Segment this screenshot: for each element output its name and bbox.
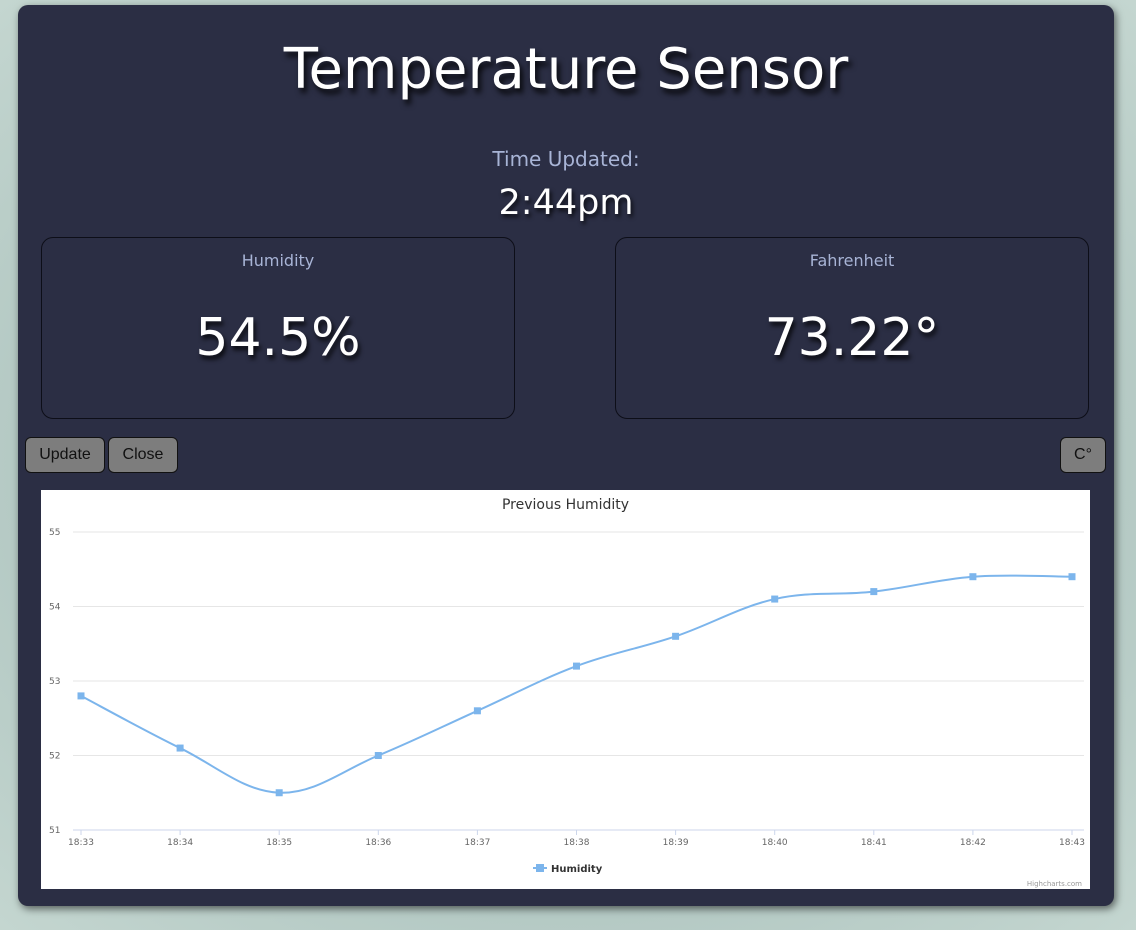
humidity-data-point[interactable] bbox=[77, 692, 85, 700]
time-updated-label: Time Updated: bbox=[492, 147, 640, 171]
humidity-data-point[interactable] bbox=[771, 595, 779, 603]
fahrenheit-value: 73.22° bbox=[764, 308, 940, 368]
fahrenheit-card: Fahrenheit 73.22° bbox=[615, 237, 1089, 419]
sensor-panel: Temperature Sensor Time Updated: 2:44pm … bbox=[18, 5, 1114, 906]
x-tick-label: 18:42 bbox=[960, 838, 986, 848]
x-tick-label: 18:33 bbox=[68, 838, 94, 848]
x-tick-label: 18:35 bbox=[266, 838, 292, 848]
humidity-data-point[interactable] bbox=[672, 632, 680, 640]
page-title: Temperature Sensor bbox=[283, 37, 849, 102]
y-tick-label: 53 bbox=[49, 677, 60, 687]
x-tick-label: 18:34 bbox=[167, 838, 193, 848]
humidity-data-point[interactable] bbox=[573, 662, 580, 670]
x-tick-label: 18:38 bbox=[564, 838, 590, 848]
chart-title: Previous Humidity bbox=[502, 497, 629, 513]
x-tick-label: 18:36 bbox=[365, 838, 391, 848]
x-tick-label: 18:40 bbox=[762, 838, 788, 848]
legend-square-marker bbox=[536, 864, 544, 872]
humidity-data-point[interactable] bbox=[473, 707, 481, 715]
x-tick-label: 18:37 bbox=[464, 838, 490, 848]
humidity-chart: Previous Humidity 51 52 53 54 55 18:33 18:34 1… bbox=[41, 490, 1090, 889]
humidity-data-point[interactable] bbox=[374, 752, 382, 759]
chart-x-ticks: 18:33 18:34 18:35 18:36 18:37 18:38 18:39 18:40… bbox=[68, 830, 1085, 848]
humidity-label: Humidity bbox=[241, 251, 315, 270]
time-updated-value: 2:44pm bbox=[498, 183, 634, 223]
fahrenheit-label: Fahrenheit bbox=[809, 251, 895, 270]
humidity-series-points bbox=[77, 573, 1076, 797]
y-tick-label: 52 bbox=[49, 752, 60, 762]
update-button[interactable]: Update bbox=[25, 437, 105, 473]
chart-y-ticks: 51 52 53 54 55 bbox=[49, 528, 61, 836]
humidity-data-point[interactable] bbox=[275, 789, 283, 797]
y-tick-label: 55 bbox=[49, 528, 60, 538]
humidity-data-point[interactable] bbox=[870, 588, 878, 596]
humidity-series-line bbox=[80, 574, 1073, 794]
humidity-data-point[interactable] bbox=[176, 744, 184, 752]
celsius-toggle-button[interactable]: C° bbox=[1060, 437, 1106, 473]
y-tick-label: 51 bbox=[49, 826, 60, 836]
x-tick-label: 18:39 bbox=[663, 838, 689, 848]
close-button[interactable]: Close bbox=[108, 437, 178, 473]
humidity-card: Humidity 54.5% bbox=[41, 237, 515, 419]
x-tick-label: 18:43 bbox=[1059, 838, 1085, 848]
chart-credits[interactable]: Highcharts.com bbox=[1027, 880, 1082, 888]
chart-gridlines bbox=[73, 531, 1084, 831]
humidity-data-point[interactable] bbox=[1068, 573, 1076, 581]
legend-label-humidity: Humidity bbox=[551, 864, 603, 875]
humidity-data-point[interactable] bbox=[969, 573, 977, 581]
chart-legend[interactable]: Humidity bbox=[533, 864, 603, 875]
x-tick-label: 18:41 bbox=[861, 838, 887, 848]
humidity-value: 54.5% bbox=[195, 308, 361, 368]
y-tick-label: 54 bbox=[49, 603, 61, 613]
